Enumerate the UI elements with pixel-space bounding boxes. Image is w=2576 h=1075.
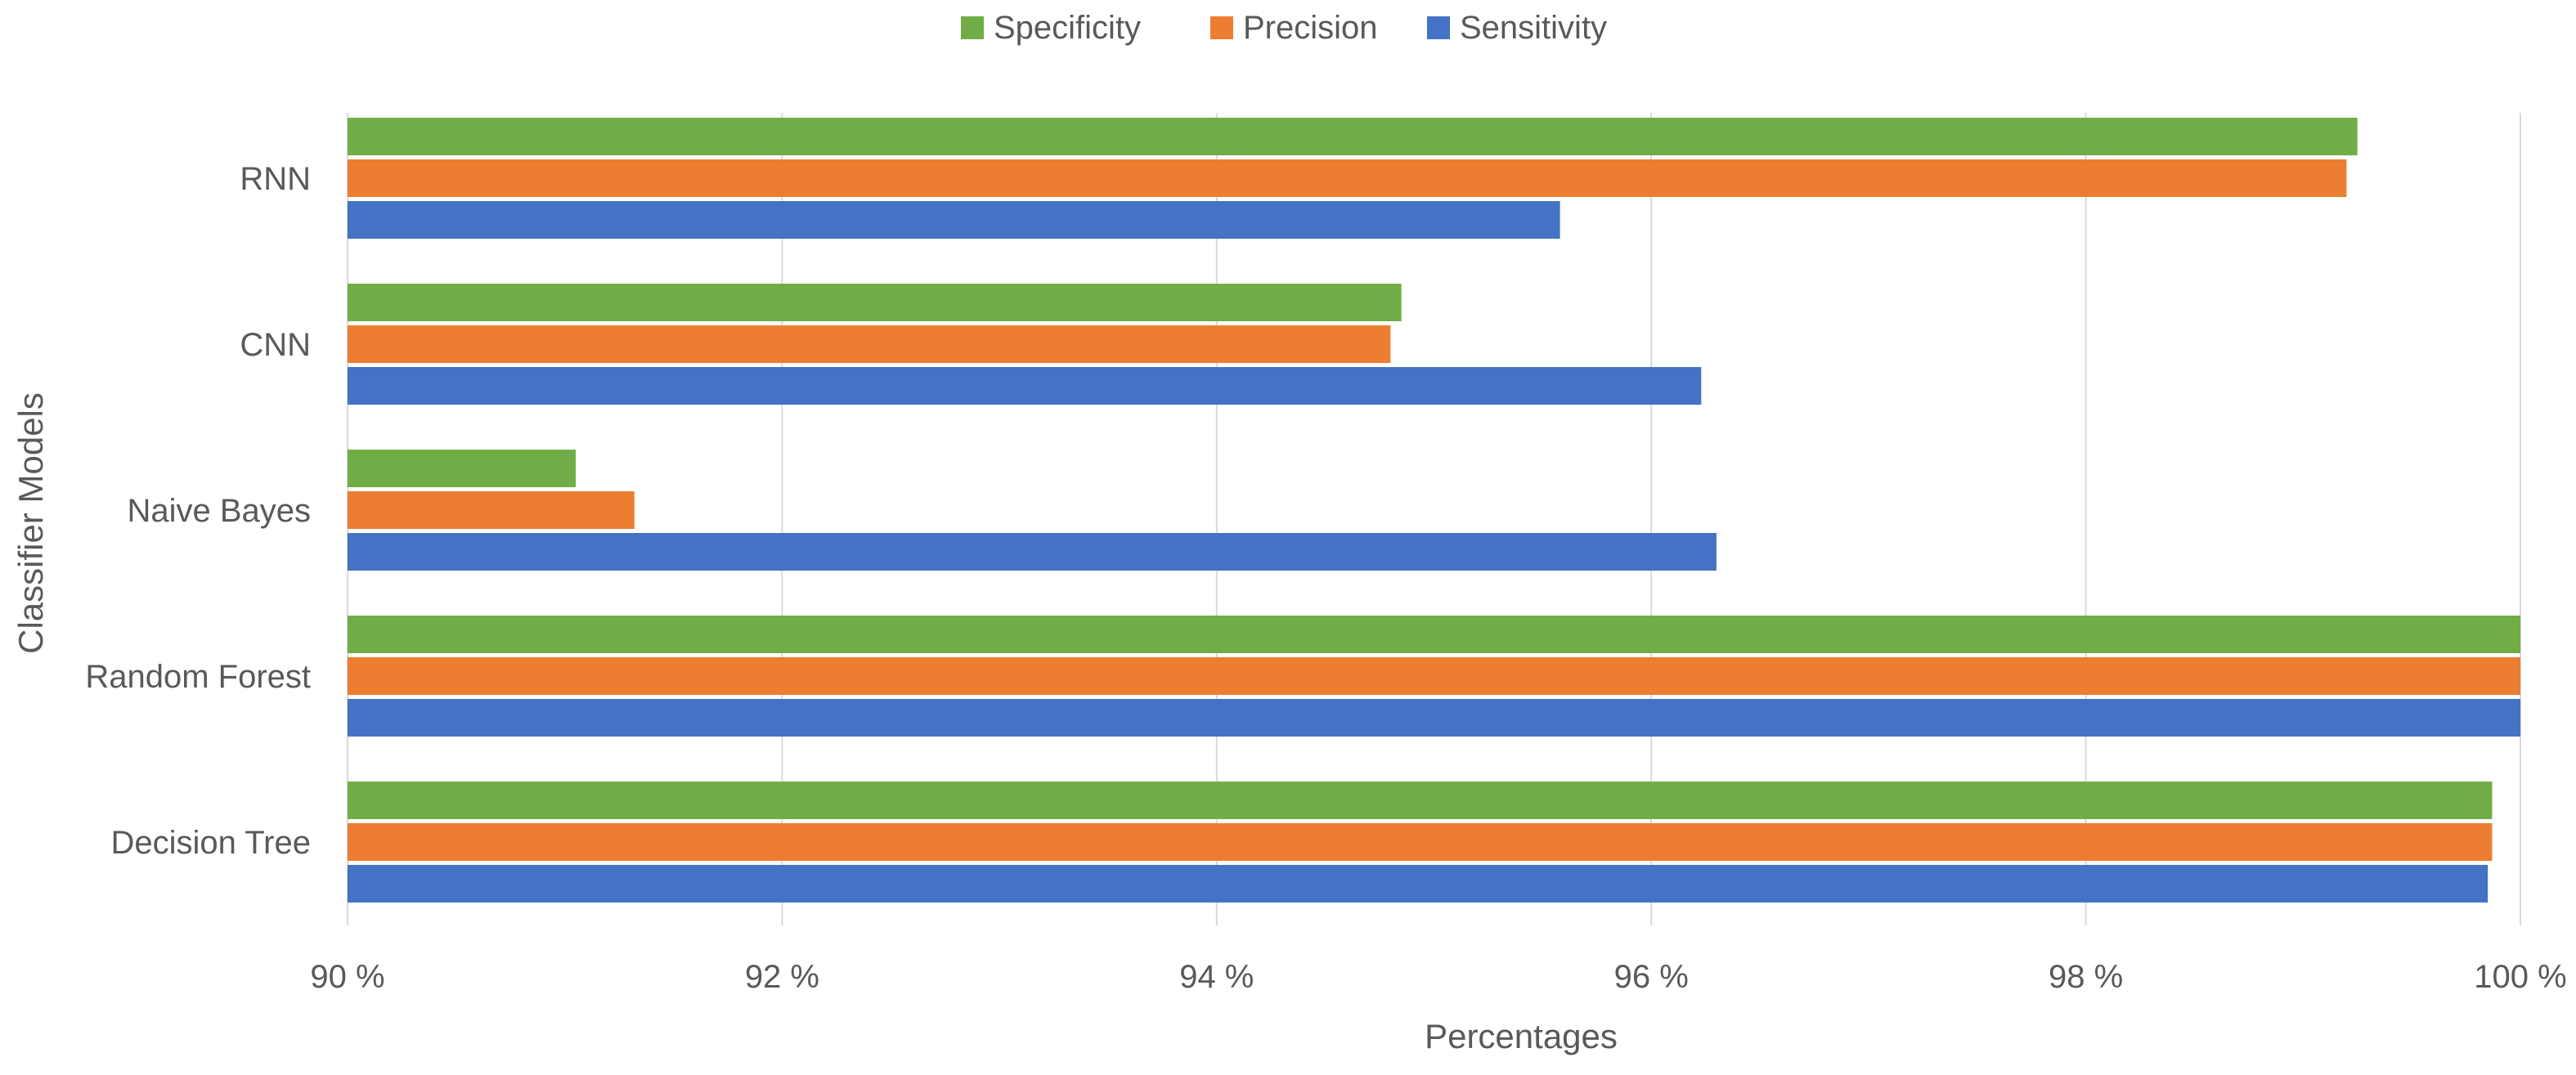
bar-specificity-decision-tree [348,782,2493,819]
bars [348,118,2520,903]
bar-sensitivity-cnn [348,367,1702,405]
legend-label-specificity: Specificity [994,10,1141,46]
category-label: Decision Tree [110,825,311,861]
x-axis-title: Percentages [1425,1017,1618,1055]
bar-precision-random-forest [348,657,2520,695]
x-tick-label: 100 % [2474,959,2566,995]
bar-specificity-random-forest [348,616,2520,653]
category-labels: RNN CNN Naive Bayes Random Forest Decision T… [85,161,311,861]
legend-swatch-sensitivity [1427,16,1450,39]
x-tick-label: 90 % [310,959,384,995]
category-label: Naive Bayes [127,493,311,529]
bar-specificity-rnn [348,118,2358,155]
legend-label-sensitivity: Sensitivity [1460,10,1607,46]
legend-swatch-precision [1210,16,1233,39]
bar-precision-cnn [348,325,1391,363]
x-tick-label: 98 % [2049,959,2123,995]
x-tick-label: 94 % [1179,959,1254,995]
x-axis-ticks: 90 % 92 % 94 % 96 % 98 % 100 % [310,959,2566,995]
legend-label-precision: Precision [1243,10,1378,46]
y-axis-title: Classifier Models [11,392,50,654]
bar-precision-naive-bayes [348,491,635,529]
bar-precision-rnn [348,159,2347,197]
bar-sensitivity-naive-bayes [348,533,1717,571]
legend-swatch-specificity [961,16,984,39]
bar-sensitivity-random-forest [348,699,2520,737]
bar-sensitivity-rnn [348,201,1560,239]
bar-sensitivity-decision-tree [348,865,2488,903]
legend: Specificity Precision Sensitivity [961,10,1607,46]
x-tick-label: 96 % [1614,959,1689,995]
category-label: RNN [240,161,311,197]
category-label: Random Forest [85,659,311,695]
x-tick-label: 92 % [745,959,819,995]
gridlines [347,113,2521,925]
bar-specificity-cnn [348,284,1402,321]
category-label: CNN [240,327,311,363]
bar-precision-decision-tree [348,823,2493,861]
bar-specificity-naive-bayes [348,450,576,487]
